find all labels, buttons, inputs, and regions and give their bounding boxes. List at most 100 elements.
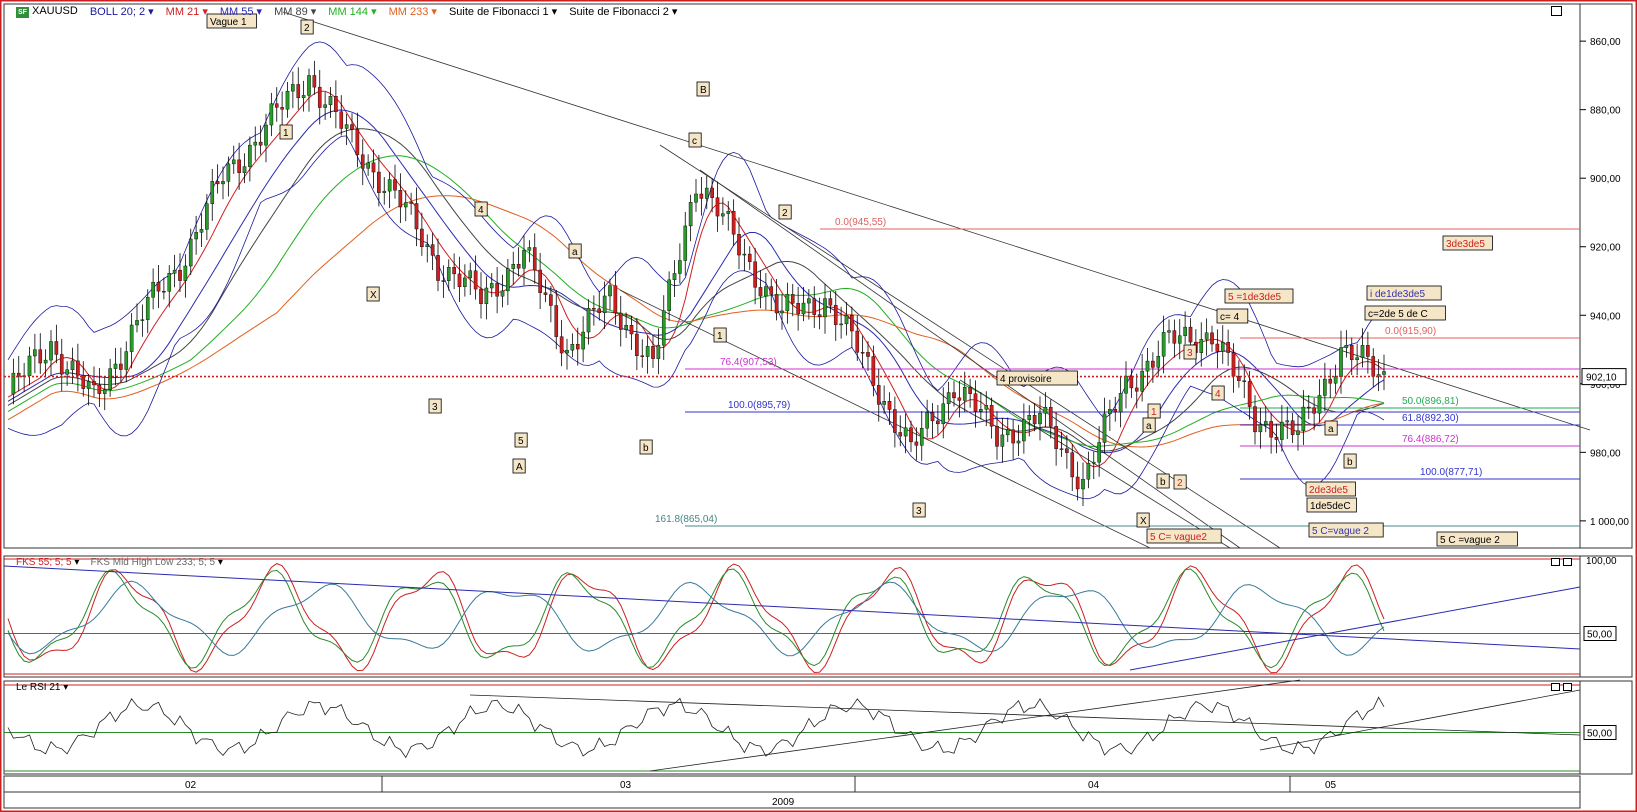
candle-body bbox=[1220, 342, 1225, 352]
wave-label-box bbox=[1146, 528, 1222, 544]
rsi-level-box bbox=[1583, 725, 1617, 740]
indicator-chip[interactable]: Suite de Fibonacci 1 ▾ bbox=[448, 6, 558, 18]
fks-mid-title[interactable]: FKS Mid High Low 233; 5; 5 bbox=[90, 557, 216, 568]
restore-icon[interactable] bbox=[1551, 683, 1560, 691]
fib-level-label: 0.0(945,55) bbox=[835, 217, 886, 228]
candle-body bbox=[366, 162, 370, 169]
candle-body bbox=[731, 211, 736, 235]
dropdown-icon[interactable]: ▾ bbox=[428, 6, 437, 18]
candle-body bbox=[941, 403, 946, 425]
candle-body bbox=[59, 354, 64, 375]
fks-mid-dropdown-icon[interactable]: ▾ bbox=[217, 557, 223, 568]
indicator-header: SF XAUUSD BOLL 20; 2 ▾ MM 21 ▾ MM 55 ▾ MM 89… bbox=[16, 5, 677, 18]
candle-body bbox=[532, 247, 537, 271]
dropdown-icon[interactable]: ▾ bbox=[668, 6, 678, 18]
indicator-chip[interactable]: MM 144 ▾ bbox=[328, 6, 377, 18]
candle-body bbox=[1355, 357, 1359, 361]
bollinger-upper-band bbox=[7, 41, 1385, 420]
candle-body bbox=[769, 286, 774, 295]
candle-body bbox=[328, 96, 333, 105]
fks-title[interactable]: FKS 55; 5; 5 bbox=[16, 557, 72, 568]
dropdown-icon[interactable]: ▾ bbox=[199, 6, 208, 18]
wave-label: 1de5deC bbox=[1310, 501, 1351, 512]
symbol-label[interactable]: XAUUSD bbox=[32, 5, 78, 17]
candle-body bbox=[264, 124, 268, 146]
wave-label-box bbox=[778, 204, 792, 220]
wave-label: 5 =1de3de5 bbox=[1228, 292, 1282, 303]
indicator-chip[interactable]: MM 21 ▾ bbox=[165, 6, 208, 18]
dropdown-icon[interactable]: ▾ bbox=[307, 6, 317, 18]
candle-body bbox=[489, 283, 494, 289]
candle-body bbox=[914, 441, 919, 446]
candle-body bbox=[76, 360, 80, 376]
candle-body bbox=[317, 86, 322, 108]
wave-label: 3 bbox=[432, 402, 438, 413]
candle-body bbox=[946, 392, 951, 404]
fib-level-label: 50.0(896,81) bbox=[1402, 396, 1459, 407]
y-tick-label: 860,00 bbox=[1590, 37, 1621, 48]
candle-body bbox=[747, 253, 752, 262]
price-series bbox=[11, 60, 1386, 507]
wave-label-box bbox=[696, 81, 710, 97]
candle-body bbox=[140, 319, 145, 321]
candle-body bbox=[1005, 429, 1010, 436]
wave-label: c= 4 bbox=[1220, 312, 1240, 323]
indicator-chip[interactable]: MM 233 ▾ bbox=[388, 6, 437, 18]
indicator-chip[interactable]: MM 89 ▾ bbox=[274, 6, 317, 18]
candle-body bbox=[608, 285, 612, 297]
restore-icon[interactable] bbox=[1551, 558, 1560, 566]
candle-body bbox=[678, 260, 682, 274]
candle-body bbox=[280, 107, 284, 110]
rsi-level-label: 50,00 bbox=[1587, 729, 1612, 740]
candle-body bbox=[850, 315, 854, 332]
wave-label: X bbox=[370, 290, 377, 301]
dropdown-icon[interactable]: ▾ bbox=[368, 6, 377, 18]
candle-body bbox=[1215, 343, 1220, 352]
fks-dropdown-icon[interactable]: ▾ bbox=[74, 557, 80, 568]
candle-body bbox=[581, 331, 585, 350]
fks-slow-line bbox=[7, 568, 1385, 669]
wave-label-box bbox=[1343, 453, 1357, 469]
candle-body bbox=[753, 261, 757, 288]
candle-body bbox=[371, 162, 376, 173]
candle-body bbox=[162, 290, 166, 293]
candle-body bbox=[38, 349, 43, 364]
candle-body bbox=[1296, 430, 1300, 435]
wave-label-box bbox=[713, 327, 727, 343]
candle-body bbox=[205, 203, 209, 230]
rsi-dropdown-icon[interactable]: ▾ bbox=[63, 682, 69, 693]
wave-label-box bbox=[512, 458, 526, 474]
candle-body bbox=[1032, 415, 1037, 425]
dropdown-icon[interactable]: ▾ bbox=[145, 6, 154, 18]
indicator-chip[interactable]: MM 55 ▾ bbox=[219, 6, 263, 18]
maximize-icon[interactable] bbox=[1563, 558, 1572, 566]
dropdown-icon[interactable]: ▾ bbox=[253, 6, 263, 18]
candle-body bbox=[70, 360, 75, 371]
rsi-title[interactable]: Le RSI 21 bbox=[16, 682, 61, 693]
candle-body bbox=[893, 409, 897, 433]
wave-label: c bbox=[692, 136, 697, 147]
dropdown-icon[interactable]: ▾ bbox=[548, 6, 558, 18]
maximize-icon[interactable] bbox=[1551, 6, 1562, 16]
candle-body bbox=[721, 213, 725, 217]
last-price-box bbox=[1581, 368, 1627, 386]
candle-body bbox=[1226, 342, 1230, 353]
candle-body bbox=[694, 193, 698, 203]
candle-body bbox=[704, 187, 709, 199]
candle-body bbox=[543, 292, 548, 295]
candle-body bbox=[27, 355, 32, 376]
candle-body bbox=[1070, 452, 1075, 478]
maximize-icon[interactable] bbox=[1563, 683, 1572, 691]
indicator-chip[interactable]: Suite de Fibonacci 2 ▾ bbox=[569, 6, 678, 18]
wave-label-box bbox=[1183, 344, 1197, 360]
x-tick-label: 04 bbox=[1088, 780, 1100, 791]
candle-body bbox=[1376, 374, 1381, 377]
candle-body bbox=[1280, 421, 1284, 440]
candle-body bbox=[968, 386, 972, 394]
wave-label-box bbox=[1366, 285, 1442, 301]
indicator-chip[interactable]: BOLL 20; 2 ▾ bbox=[89, 6, 154, 18]
wave-label: b bbox=[1160, 477, 1166, 488]
candle-body bbox=[403, 202, 408, 208]
candle-body bbox=[1129, 375, 1134, 389]
